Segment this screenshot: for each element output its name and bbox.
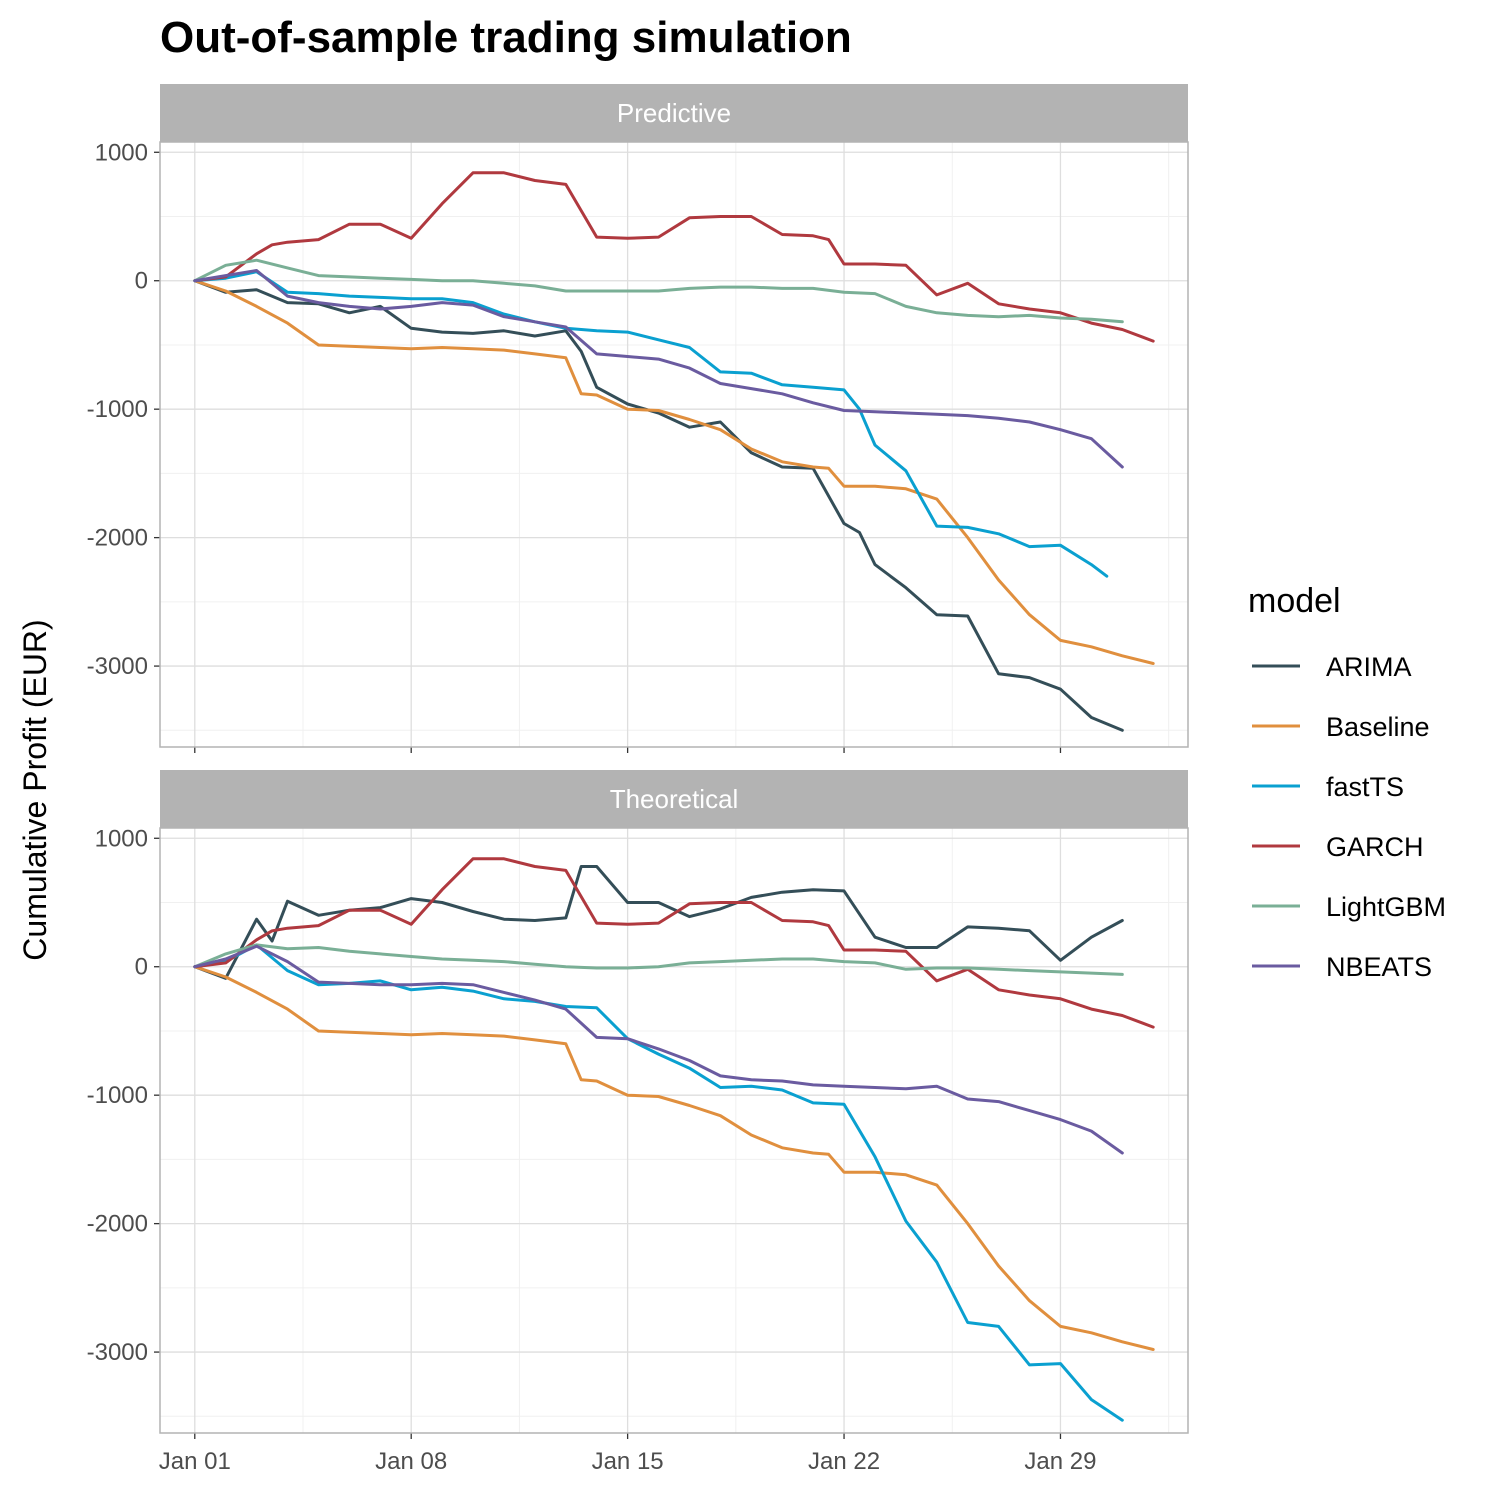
y-tick-label: -2000 bbox=[87, 525, 148, 552]
legend-item-nbeats: NBEATS bbox=[1252, 952, 1432, 982]
y-tick-label: -1000 bbox=[87, 396, 148, 423]
series-line-arima bbox=[193, 279, 1124, 732]
y-tick-label: 1000 bbox=[95, 139, 148, 166]
legend-label: NBEATS bbox=[1326, 952, 1432, 982]
x-tick-label: Jan 29 bbox=[1024, 1448, 1096, 1475]
series-line-nbeats bbox=[193, 269, 1124, 469]
legend-item-baseline: Baseline bbox=[1252, 712, 1430, 742]
y-axis-label: Cumulative Profit (EUR) bbox=[17, 619, 53, 960]
chart-title: Out-of-sample trading simulation bbox=[160, 13, 852, 62]
legend-item-lightgbm: LightGBM bbox=[1252, 892, 1446, 922]
y-tick-label: -1000 bbox=[87, 1082, 148, 1109]
series-line-baseline bbox=[193, 965, 1155, 1351]
series-group-theoretical bbox=[193, 857, 1155, 1422]
strip-label-theoretical: Theoretical bbox=[610, 784, 739, 814]
y-tick-label: 0 bbox=[135, 954, 148, 981]
grid-theoretical bbox=[160, 828, 1188, 1433]
y-tick-label: -3000 bbox=[87, 1339, 148, 1366]
legend-label: LightGBM bbox=[1326, 892, 1446, 922]
strip-theoretical bbox=[160, 770, 1188, 828]
legend-label: GARCH bbox=[1326, 832, 1424, 862]
legend-label: Baseline bbox=[1326, 712, 1430, 742]
strip-label-predictive: Predictive bbox=[617, 98, 731, 128]
series-line-fastts bbox=[193, 270, 1109, 578]
panel-border-predictive bbox=[159, 141, 1189, 748]
series-line-nbeats bbox=[193, 944, 1124, 1155]
series-line-lightgbm bbox=[193, 943, 1124, 976]
x-tick-label: Jan 22 bbox=[808, 1448, 880, 1475]
legend-title: model bbox=[1248, 582, 1341, 620]
legend-item-arima: ARIMA bbox=[1252, 652, 1412, 682]
legend: model ARIMA Baseline fastTS GARCH LightGBM NBE… bbox=[1248, 582, 1446, 982]
y-tick-label: 1000 bbox=[95, 825, 148, 852]
legend-label: fastTS bbox=[1326, 772, 1404, 802]
y-tick-label: -2000 bbox=[87, 1211, 148, 1238]
x-tick-label: Jan 01 bbox=[159, 1448, 231, 1475]
grid-predictive bbox=[160, 142, 1188, 747]
y-tick-label: 0 bbox=[135, 268, 148, 295]
series-line-baseline bbox=[193, 279, 1155, 665]
x-tick-label: Jan 08 bbox=[375, 1448, 447, 1475]
series-line-lightgbm bbox=[193, 258, 1124, 324]
series-line-garch bbox=[193, 171, 1155, 343]
series-line-garch bbox=[193, 857, 1155, 1029]
legend-label: ARIMA bbox=[1326, 652, 1412, 682]
legend-item-garch: GARCH bbox=[1252, 832, 1424, 862]
x-tick-label: Jan 15 bbox=[592, 1448, 664, 1475]
legend-item-fastts: fastTS bbox=[1252, 772, 1404, 802]
panel-border-theoretical bbox=[159, 827, 1189, 1434]
series-group-predictive bbox=[193, 171, 1155, 732]
panel-predictive: Predictive 1000 0 -1000 -2000 -3000 bbox=[87, 84, 1189, 753]
panel-theoretical: Theoretical 1000 0 -1000 -2000 -3000 Jan 01 Jan… bbox=[87, 770, 1189, 1475]
y-tick-label: -3000 bbox=[87, 653, 148, 680]
series-line-fastts bbox=[193, 943, 1124, 1422]
strip-predictive bbox=[160, 84, 1188, 142]
series-line-arima bbox=[193, 865, 1124, 980]
chart-panels: Predictive10000-1000-2000-3000Theoretica… bbox=[87, 84, 1189, 1475]
